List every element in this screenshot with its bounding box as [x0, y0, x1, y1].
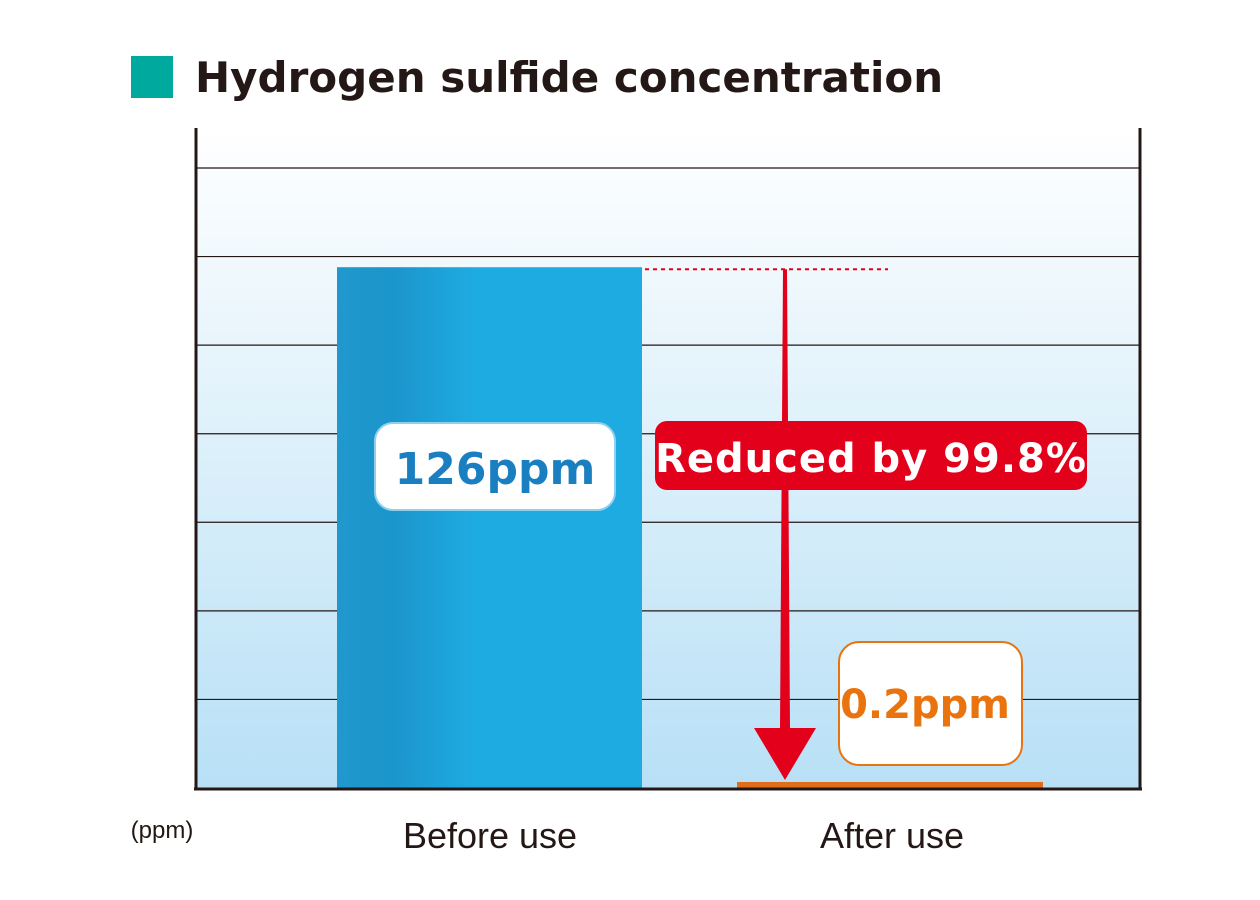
value-label-after: 0.2ppm [838, 641, 1023, 766]
value-label-after-text: 0.2ppm [840, 682, 1010, 728]
category-label-before: Before use [403, 815, 577, 856]
bar-after-use [737, 782, 1043, 788]
reduction-text: Reduced by 99.8% [655, 436, 1087, 482]
value-label-before-text: 126ppm [395, 444, 596, 495]
category-label-after: After use [820, 815, 964, 856]
reduction-arrow [754, 269, 816, 780]
bar-before-use [337, 267, 642, 788]
value-label-before: 126ppm [374, 422, 616, 511]
chart-title: Hydrogen sulfide concentration [195, 53, 943, 102]
title-marker [131, 56, 173, 98]
reduction-annotation: Reduced by 99.8% [655, 421, 1087, 490]
unit-label: (ppm) [131, 817, 194, 844]
